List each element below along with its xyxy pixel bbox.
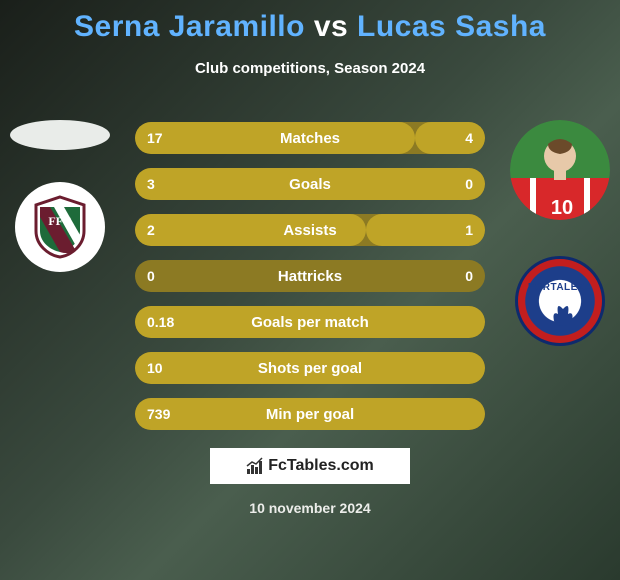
stat-row: 10Shots per goal (135, 352, 485, 384)
stat-label: Goals per match (189, 314, 431, 331)
stat-value-left: 739 (135, 406, 189, 422)
jersey-number: 10 (551, 197, 573, 219)
stat-row: 3Goals0 (135, 168, 485, 200)
fluminense-shield-icon: FFC (32, 195, 88, 259)
player1-club-badge: FFC (15, 182, 105, 272)
stat-label: Shots per goal (189, 360, 431, 377)
stat-value-left: 3 (135, 176, 189, 192)
stat-value-right: 4 (431, 130, 485, 146)
stat-row: 0Hattricks0 (135, 260, 485, 292)
stat-value-right: 0 (431, 176, 485, 192)
fortaleza-lion-icon (518, 259, 608, 349)
stat-value-left: 10 (135, 360, 189, 376)
fctables-branding[interactable]: FcTables.com (210, 448, 410, 484)
player2-avatar: 10 (510, 120, 610, 220)
stat-label: Hattricks (189, 268, 431, 285)
page-title: Serna Jaramillo vs Lucas Sasha (0, 0, 620, 44)
stats-panel: 17Matches43Goals02Assists10Hattricks00.1… (135, 122, 485, 444)
title-player2: Lucas Sasha (357, 10, 546, 43)
stat-label: Assists (189, 222, 431, 239)
stat-label: Goals (189, 176, 431, 193)
fctables-logo-icon (246, 457, 264, 475)
stat-row: 0.18Goals per match (135, 306, 485, 338)
stat-value-right: 0 (431, 268, 485, 284)
stat-value-left: 17 (135, 130, 189, 146)
player-right-column: 10 FORTALEZA (510, 120, 610, 346)
stat-value-right: 1 (431, 222, 485, 238)
stat-label: Matches (189, 130, 431, 147)
stat-value-left: 2 (135, 222, 189, 238)
stat-value-left: 0.18 (135, 314, 189, 330)
subtitle: Club competitions, Season 2024 (0, 60, 620, 77)
stat-row: 739Min per goal (135, 398, 485, 430)
date-line: 10 november 2024 (0, 500, 620, 516)
stat-row: 17Matches4 (135, 122, 485, 154)
svg-text:FFC: FFC (48, 214, 71, 228)
title-player1: Serna Jaramillo (74, 10, 305, 43)
stat-row: 2Assists1 (135, 214, 485, 246)
player1-avatar-placeholder (10, 120, 110, 150)
title-vs: vs (314, 10, 348, 43)
fctables-text: FcTables.com (268, 457, 374, 475)
stat-label: Min per goal (189, 406, 431, 423)
stat-value-left: 0 (135, 268, 189, 284)
player2-club-badge: FORTALEZA (515, 256, 605, 346)
player-left-column: FFC (10, 120, 110, 272)
